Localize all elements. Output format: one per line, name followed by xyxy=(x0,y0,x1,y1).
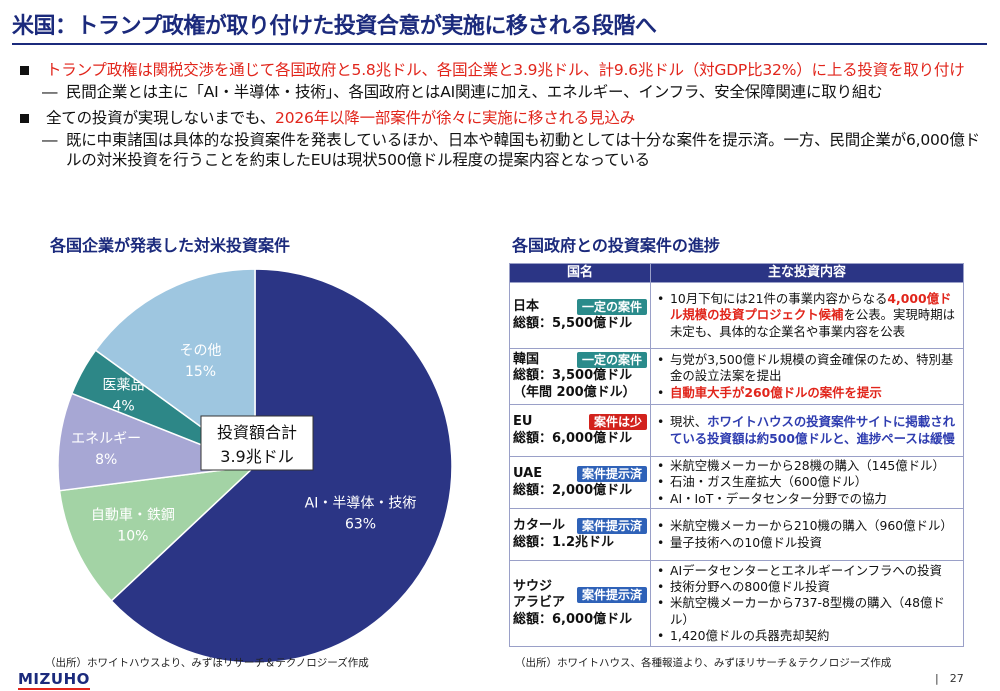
country-name: 日本 xyxy=(513,299,540,315)
list-item: 量子技術への10億ドル投資 xyxy=(654,535,960,551)
pie-slice-label: 自動車・鉄鋼 xyxy=(91,506,175,523)
bullet-1-text: トランプ政権は関税交渉を通じて各国政府と5.8兆ドル、各国企業と3.9兆ドル、計… xyxy=(46,61,965,79)
list-item: 米航空機メーカーから737-8型機の購入（48億ドル） xyxy=(654,595,960,627)
bullet-2-text-red: 2026年以降一部案件が徐々に実施に移される見込み xyxy=(275,109,635,127)
col-header-content: 主な投資内容 xyxy=(650,263,964,283)
country-total: 総額：5,500億ドル xyxy=(513,315,633,331)
status-badge: 案件提示済 xyxy=(576,587,647,604)
list-item: 与党が3,500億ドル規模の資金確保のため、特別基金の設立法案を提出 xyxy=(654,352,960,384)
bullet-1-sub: ― 民間企業とは主に「AI・半導体・技術」、各国政府とはAI関連に加え、エネルギ… xyxy=(20,82,985,102)
title-underline xyxy=(12,43,987,45)
pie-slice-label: エネルギー xyxy=(71,431,141,447)
status-badge: 一定の案件 xyxy=(576,299,647,316)
mizuho-logo: MIZUHO xyxy=(18,670,90,690)
pie-slice-value: 10% xyxy=(117,528,148,544)
bullet-1-sub-text: 民間企業とは主に「AI・半導体・技術」、各国政府とはAI関連に加え、エネルギー、… xyxy=(66,83,883,101)
bullet-2-text-pre: 全ての投資が実現しないまでも、 xyxy=(46,109,276,127)
list-item: AIデータセンターとエネルギーインフラへの投資 xyxy=(654,563,960,579)
country-name: 韓国 xyxy=(513,352,540,368)
status-badge: 一定の案件 xyxy=(576,352,647,369)
pie-slice-value: 4% xyxy=(112,399,134,415)
list-item: 米航空機メーカーから28機の購入（145億ドル） xyxy=(654,458,960,474)
pie-center-text: 3.9兆ドル xyxy=(220,447,293,466)
country-total: 総額：2,000億ドル xyxy=(513,482,633,498)
list-item: 自動車大手が260億ドルの案件を提示 xyxy=(654,385,960,401)
table-row: 韓国 一定の案件 総額：3,500億ドル （年間 200億ドル） 与党が3,500… xyxy=(509,348,964,405)
pie-slice-value: 8% xyxy=(95,452,117,468)
country-name: UAE xyxy=(513,466,543,482)
pie-center-text: 投資額合計 xyxy=(217,423,297,442)
country-name: サウジ アラビア xyxy=(513,579,566,611)
table-row: 日本 一定の案件 総額：5,500億ドル 10月下旬には21件の事業内容からなる4… xyxy=(509,282,964,349)
list-item: 現状、ホワイトハウスの投資案件サイトに掲載されている投資額は約500億ドルと、進… xyxy=(654,414,960,446)
status-badge: 案件は少 xyxy=(588,414,647,431)
country-total: 総額：6,000億ドル xyxy=(513,430,633,446)
list-item: 1,420億ドルの兵器売却契約 xyxy=(654,628,960,644)
bullet-2: 全ての投資が実現しないまでも、2026年以降一部案件が徐々に実施に移される見込み xyxy=(20,108,985,128)
pie-source: （出所）ホワイトハウスより、みずほリサーチ＆テクノロジーズ作成 xyxy=(45,657,369,669)
country-total-annual: （年間 200億ドル） xyxy=(513,384,636,400)
page-title: 米国：トランプ政権が取り付けた投資合意が実施に移される段階へ xyxy=(12,14,657,39)
square-bullet-icon xyxy=(20,114,29,123)
pie-slice-label: AI・半導体・技術 xyxy=(305,496,417,512)
pie-chart: AI・半導体・技術 63% 自動車・鉄鋼 10% エネルギー 8% 医薬品 4% その他 15% 投… xyxy=(55,266,455,666)
country-name: EU xyxy=(513,414,533,430)
dash-icon: ― xyxy=(42,83,58,101)
country-total: 総額：1.2兆ドル xyxy=(513,534,615,550)
list-item: 石油・ガス生産拡大（600億ドル） xyxy=(654,474,960,490)
pie-slice-value: 63% xyxy=(345,517,376,533)
table-heading: 各国政府との投資案件の進捗 xyxy=(512,236,720,255)
bullet-2-sub-text: 既に中東諸国は具体的な投資案件を発表しているほか、日本や韓国も初動としては十分な… xyxy=(66,131,980,169)
country-total: 総額：6,000億ドル xyxy=(513,611,633,627)
pie-slice-label: 医薬品 xyxy=(103,378,145,394)
pie-svg: AI・半導体・技術 63% 自動車・鉄鋼 10% エネルギー 8% 医薬品 4% その他 15% 投… xyxy=(57,268,453,664)
dash-icon: ― xyxy=(42,131,58,149)
pie-center-box xyxy=(200,415,314,471)
bullet-2-sub: ― 既に中東諸国は具体的な投資案件を発表しているほか、日本や韓国も初動としては十… xyxy=(20,130,985,170)
country-total: 総額：3,500億ドル xyxy=(513,368,633,384)
pie-slice-label: その他 xyxy=(180,343,222,359)
bullet-1: トランプ政権は関税交渉を通じて各国政府と5.8兆ドル、各国企業と3.9兆ドル、計… xyxy=(20,60,985,80)
status-badge: 案件提示済 xyxy=(576,518,647,535)
col-header-country: 国名 xyxy=(509,263,651,283)
summary-bullets: トランプ政権は関税交渉を通じて各国政府と5.8兆ドル、各国企業と3.9兆ドル、計… xyxy=(20,60,985,170)
square-bullet-icon xyxy=(20,66,29,75)
page-number: | 27 xyxy=(935,672,964,685)
list-item: AI・IoT・データセンター分野での協力 xyxy=(654,491,960,507)
list-item: 技術分野への800億ドル投資 xyxy=(654,579,960,595)
pie-slice-value: 15% xyxy=(185,364,216,380)
status-badge: 案件提示済 xyxy=(576,466,647,483)
pie-slice xyxy=(58,464,258,602)
country-name: カタール xyxy=(513,518,566,534)
pie-heading: 各国企業が発表した対米投資案件 xyxy=(50,236,291,255)
list-item: 10月下旬には21件の事業内容からなる4,000億ドル規模の投資プロジェクト候補… xyxy=(654,291,960,340)
table-source: （出所）ホワイトハウス、各種報道より、みずほリサーチ＆テクノロジーズ作成 xyxy=(515,657,892,669)
table-row: EU 案件は少 総額：6,000億ドル 現状、ホワイトハウスの投資案件サイトに掲載… xyxy=(509,404,964,457)
pie-center-label: 投資額合計 3.9兆ドル xyxy=(200,415,314,471)
list-item: 米航空機メーカーから210機の購入（960億ドル） xyxy=(654,518,960,534)
table-row: UAE 案件提示済 総額：2,000億ドル 米航空機メーカーから28機の購入（14… xyxy=(509,456,964,509)
